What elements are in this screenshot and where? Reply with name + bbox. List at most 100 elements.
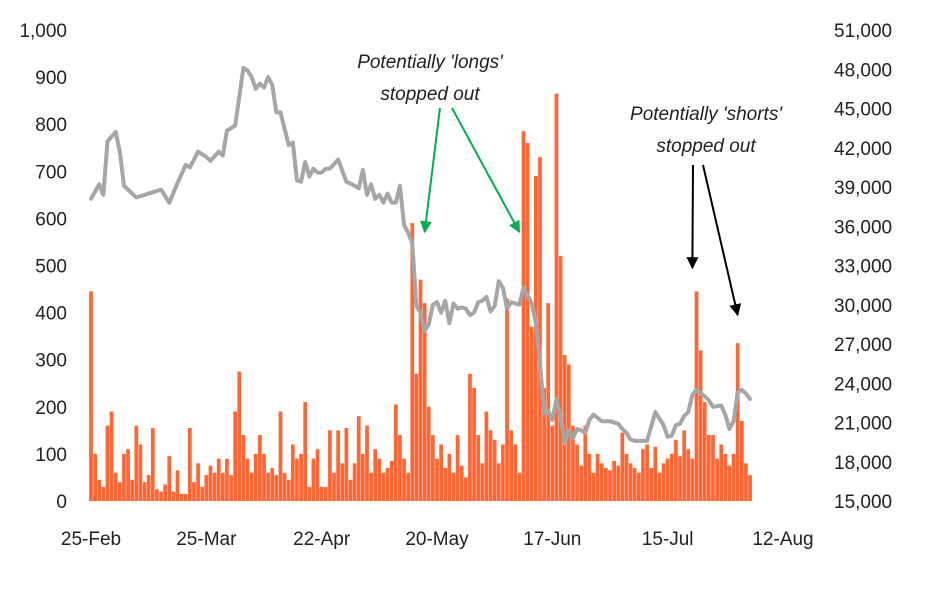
bar — [319, 486, 324, 501]
left-tick-label: 100 — [35, 445, 67, 466]
bar — [591, 472, 596, 501]
bar — [447, 453, 452, 501]
bar — [571, 425, 575, 501]
bar — [525, 143, 530, 502]
bar — [266, 472, 270, 501]
bar — [97, 479, 102, 501]
bar — [472, 387, 476, 501]
bar — [225, 458, 229, 501]
bar — [233, 411, 238, 501]
bar — [212, 472, 217, 501]
left-axis: 0 100 200 300 400 500 600 700 800 900 1,000 — [19, 21, 67, 513]
bar — [727, 465, 732, 501]
right-tick-label: 51,000 — [834, 21, 892, 42]
bar — [332, 472, 336, 501]
bar — [628, 463, 633, 501]
bar — [323, 486, 328, 501]
bar — [245, 458, 250, 501]
bar — [249, 472, 254, 501]
bar — [550, 425, 555, 501]
bar — [505, 298, 509, 501]
bar — [381, 472, 386, 501]
bar — [377, 458, 382, 501]
bar — [739, 420, 744, 501]
bar — [723, 453, 728, 501]
x-tick-label: 22-Apr — [293, 529, 351, 550]
bar — [122, 453, 126, 501]
annotation-arrow — [420, 107, 441, 234]
bar — [117, 482, 122, 501]
line-series — [89, 65, 753, 446]
bar — [89, 291, 93, 501]
bar — [624, 453, 629, 501]
bar — [369, 472, 373, 501]
left-tick-label: 900 — [35, 68, 67, 89]
bar — [101, 486, 106, 501]
bar — [113, 472, 118, 501]
bar — [315, 449, 320, 501]
bar — [373, 449, 378, 501]
bar — [707, 435, 711, 501]
bar — [744, 463, 748, 501]
bar — [229, 475, 233, 501]
bar — [286, 479, 291, 501]
bar — [694, 291, 699, 501]
bar — [480, 463, 485, 501]
bar — [653, 446, 658, 501]
annotation-arrow — [702, 164, 742, 317]
bar — [406, 472, 411, 501]
bar — [183, 493, 188, 501]
bar — [237, 371, 242, 501]
bar — [270, 468, 275, 501]
bar — [130, 479, 135, 501]
bar — [546, 303, 551, 501]
bar — [604, 468, 608, 501]
bar — [636, 472, 641, 501]
left-tick-label: 800 — [35, 115, 67, 136]
bar — [678, 456, 682, 501]
x-tick-label: 25-Mar — [176, 529, 237, 550]
bar — [748, 475, 752, 501]
bar — [208, 465, 213, 501]
bar — [501, 444, 505, 501]
bar — [311, 458, 316, 501]
bar — [492, 439, 497, 501]
left-tick-label: 500 — [35, 257, 67, 278]
right-tick-label: 18,000 — [834, 453, 892, 474]
bar — [735, 343, 740, 501]
bar — [608, 470, 612, 501]
bar — [348, 479, 353, 501]
bar — [587, 453, 592, 501]
bar — [669, 453, 674, 501]
bar — [496, 463, 501, 501]
bar — [459, 465, 464, 501]
bar — [455, 435, 460, 501]
bar — [414, 373, 419, 501]
bar — [599, 463, 604, 501]
annotation-line1: Potentially 'longs' — [357, 52, 504, 73]
left-tick-label: 0 — [56, 492, 67, 513]
bar — [468, 373, 472, 501]
annotation-arrow — [686, 164, 699, 270]
bar — [554, 93, 559, 501]
bar — [719, 444, 724, 501]
bar — [682, 430, 686, 501]
bar — [579, 465, 584, 501]
bar — [134, 425, 139, 501]
bar — [241, 435, 246, 501]
bar — [529, 326, 534, 501]
x-tick-label: 17-Jun — [523, 529, 581, 550]
bar-series — [89, 93, 752, 502]
bar — [200, 486, 205, 501]
bar — [299, 453, 303, 501]
bar — [542, 387, 546, 501]
bar — [402, 458, 406, 501]
bar — [715, 458, 719, 501]
bar — [488, 430, 493, 501]
right-tick-label: 33,000 — [834, 257, 892, 278]
bar — [220, 472, 225, 501]
left-tick-label: 200 — [35, 398, 67, 419]
bar — [422, 303, 427, 501]
bar — [513, 444, 518, 501]
